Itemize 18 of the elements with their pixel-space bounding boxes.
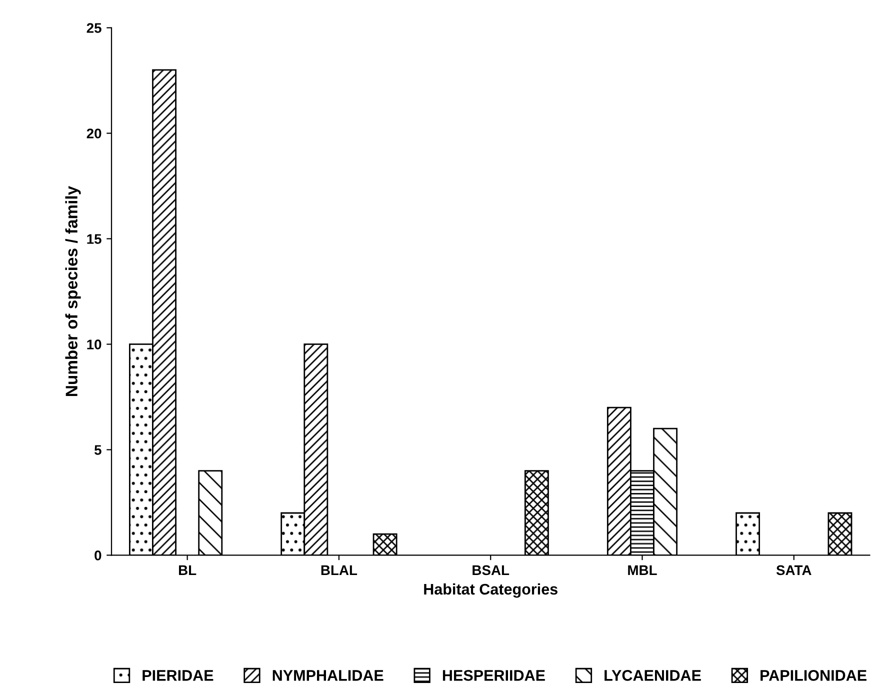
legend-label: PAPILIONIDAE [760,670,866,681]
y-tick-label: 25 [86,23,102,33]
y-axis-title: Number of species / family [65,186,81,396]
x-tick-label: MBL [628,565,657,575]
y-tick-label: 15 [87,234,102,244]
y-tick-label: 5 [94,445,102,455]
y-tick-label: 0 [94,550,102,560]
x-axis-title: Habitat Categories [424,583,558,598]
x-tick-label: BSAL [472,565,510,576]
y-tick-label: 10 [87,340,102,350]
x-tick-label: BLAL [321,565,358,575]
x-tick-label: BL [178,565,196,575]
legend-label: LYCAENIDAE [604,670,701,681]
legend-label: PIERIDAE [142,670,214,681]
y-tick-label: 20 [86,128,102,138]
legend-label: NYMPHALIDAE [272,670,384,681]
legend-label: HESPERIIDAE [442,670,545,681]
x-tick-label: SATA [776,565,812,576]
